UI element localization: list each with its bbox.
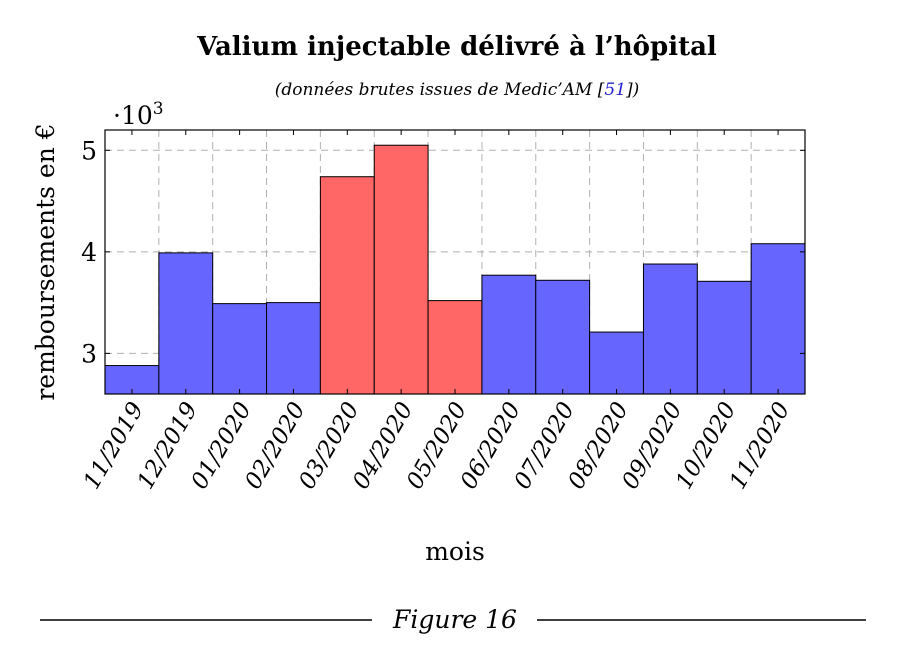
figure-caption: Figure 16 — [392, 605, 517, 634]
bar-10-2020 — [696, 280, 752, 395]
y-ticks: 3 4 5 — [81, 136, 805, 368]
subtitle-prefix: (données brutes issues de Medic’AM [ — [275, 80, 605, 100]
y-tick-label: 5 — [81, 136, 97, 165]
bar-04-2020 — [373, 144, 429, 395]
bar-07-2020 — [535, 279, 591, 395]
y-multiplier-exponent: 3 — [153, 99, 164, 119]
subtitle-reference-link[interactable]: 51 — [604, 80, 626, 100]
y-axis-label: remboursements en € — [31, 123, 60, 400]
bars — [104, 144, 806, 395]
y-tick-label: 4 — [81, 238, 97, 267]
bar-05-2020 — [427, 300, 483, 395]
y-multiplier: ·103 — [113, 99, 164, 130]
bar-06-2020 — [481, 274, 537, 395]
chart-title: Valium injectable délivré à l’hôpital — [196, 32, 717, 62]
bar-12-2019 — [158, 252, 214, 395]
chart-subtitle: (données brutes issues de Medic’AM [51]) — [275, 80, 640, 100]
x-axis-label: mois — [425, 537, 485, 566]
bar-03-2020 — [319, 176, 375, 395]
bar-02-2020 — [266, 302, 321, 395]
bar-09-2020 — [642, 263, 698, 395]
bar-08-2020 — [589, 331, 644, 395]
subtitle-suffix: ]) — [625, 80, 639, 100]
bar-01-2020 — [212, 303, 268, 395]
y-tick-label: 3 — [81, 339, 97, 368]
bar-11-2020 — [750, 243, 806, 395]
